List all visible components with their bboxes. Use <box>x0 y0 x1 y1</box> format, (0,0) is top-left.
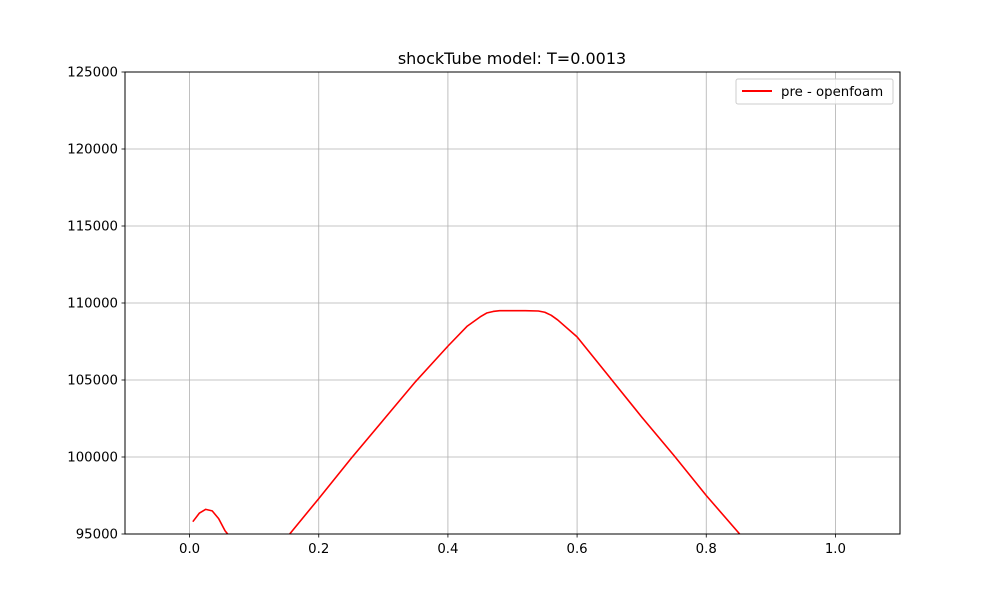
y-tick-label: 120000 <box>67 143 118 158</box>
y-tick-label: 105000 <box>67 374 118 389</box>
grid-lines <box>125 71 900 535</box>
y-axis: 95000 100000 105000 110000 115000 120000 12500… <box>67 66 125 543</box>
x-tick-label: 0.8 <box>696 542 717 557</box>
y-tick-label: 110000 <box>67 297 118 312</box>
chart-title: shockTube model: T=0.0013 <box>398 49 626 68</box>
y-tick-label: 115000 <box>67 220 118 235</box>
x-tick-label: 0.0 <box>179 542 200 557</box>
y-tick-label: 95000 <box>76 528 118 543</box>
legend-box <box>735 78 894 105</box>
y-tick-label: 125000 <box>67 66 118 81</box>
legend: pre - openfoam <box>735 78 894 105</box>
x-axis: 0.0 0.2 0.4 0.6 0.8 1.0 <box>179 534 846 557</box>
y-tick-label: 100000 <box>67 451 118 466</box>
legend-label: pre - openfoam <box>781 85 883 100</box>
series-layer <box>192 309 741 534</box>
x-tick-label: 0.2 <box>308 542 329 557</box>
series-line <box>192 309 741 534</box>
x-tick-label: 1.0 <box>825 542 846 557</box>
x-tick-label: 0.6 <box>567 542 588 557</box>
x-tick-label: 0.4 <box>437 542 458 557</box>
